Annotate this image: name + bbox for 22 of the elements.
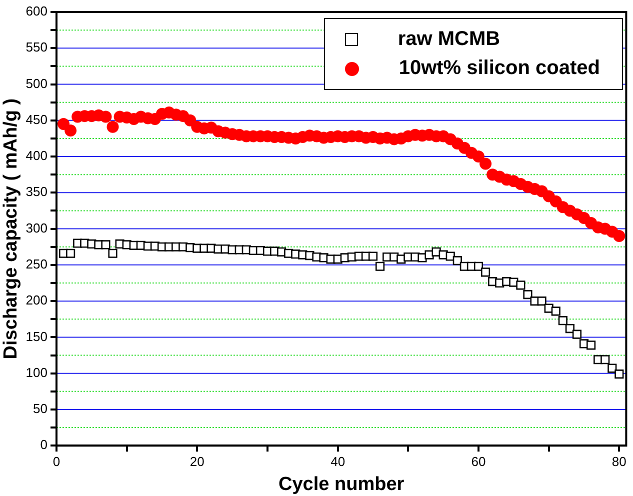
y-tick-label: 500 (26, 76, 48, 91)
y-axis-title: Discharge capacity ( mAh/g ) (0, 98, 22, 360)
x-tick-label: 20 (190, 454, 204, 469)
y-tick-label: 350 (26, 184, 48, 200)
legend-label: 10wt% silicon coated (398, 57, 600, 80)
y-tick-label: 200 (26, 292, 48, 308)
x-axis-title: Cycle number (278, 474, 405, 495)
legend-label: raw MCMB (398, 28, 500, 51)
x-tick-label: 0 (52, 454, 60, 469)
x-tick-label: 80 (612, 454, 626, 469)
y-tick-label: 550 (26, 40, 48, 55)
x-tick-label: 40 (330, 454, 346, 469)
y-tick-label: 100 (26, 364, 48, 380)
y-tick-label: 250 (26, 256, 48, 272)
y-tick-label: 450 (26, 112, 48, 127)
y-tick-label: 50 (33, 401, 48, 416)
y-tick-label: 400 (26, 148, 48, 164)
y-tick-label: 0 (40, 437, 48, 452)
x-tick-label: 60 (471, 454, 486, 469)
y-tick-label: 150 (26, 328, 48, 344)
y-tick-label: 300 (26, 220, 48, 236)
y-tick-label: 600 (26, 4, 48, 19)
